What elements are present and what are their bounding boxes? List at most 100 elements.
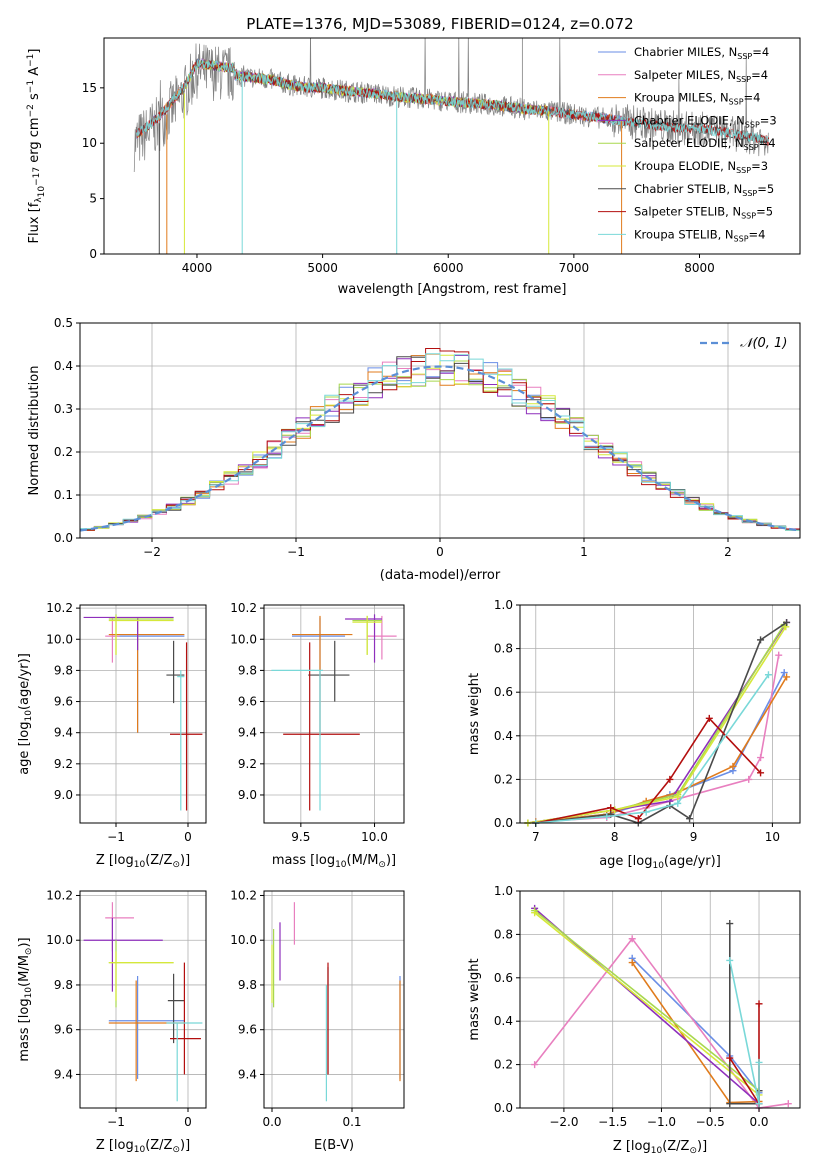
- spectrum-ytick-label: 10: [82, 136, 97, 150]
- mass_vs_ebv-ytick-label: 10.0: [230, 933, 257, 947]
- spectrum-legend-label: Chabrier ELODIE, NSSP=3: [634, 113, 777, 129]
- spectrum-legend-label: Kroupa STELIB, NSSP=4: [634, 227, 765, 243]
- massweight_vs_age-marker-salpeter_miles: [775, 651, 783, 659]
- massweight_vs_age-frame: [519, 604, 801, 824]
- age_vs_Z-ylabel-part: age [log: [17, 722, 32, 775]
- mass_vs_Z-ylabel-part: 10: [24, 987, 34, 999]
- massweight_vs_Z-series-chabrier_stelib: [729, 923, 760, 1105]
- spectrum-ylabel-part: Flux [f: [27, 202, 42, 243]
- age_vs_mass-xtick-label: 9.5: [291, 830, 310, 844]
- spectrum-ylabel-part: 10: [37, 186, 47, 198]
- massweight_vs_Z-frame: [519, 890, 801, 1109]
- legend-text-part: SSP: [741, 212, 756, 221]
- massweight_vs_Z-xlabel-part: Z [log: [613, 1139, 651, 1154]
- massweight_vs_age-series-kroupa_elodie: [527, 626, 787, 824]
- massweight_vs_Z-marker-salpeter_stelib: [755, 1000, 763, 1008]
- spectrum-legend-label: Kroupa MILES, NSSP=4: [634, 91, 760, 107]
- legend-text-part: Chabrier STELIB, N: [634, 182, 742, 196]
- massweight_vs_Z-ytick-label: 1.0: [494, 884, 513, 898]
- figure-title: PLATE=1376, MJD=53089, FIBERID=0124, z=0…: [246, 15, 633, 33]
- massweight_vs_Z-marker-salpeter_miles: [784, 1100, 792, 1108]
- age_vs_mass-ytick-label: 9.6: [238, 695, 257, 709]
- massweight_vs_Z-marker-kroupa_stelib: [755, 1058, 763, 1066]
- legend-text-part: Chabrier ELODIE, N: [634, 113, 745, 127]
- legend-text-part: =4: [744, 91, 761, 105]
- legend-text-part: Chabrier MILES, N: [634, 45, 737, 59]
- legend-text-part: =5: [756, 205, 773, 219]
- spectrum-ytick-label: 0: [89, 247, 97, 261]
- massweight_vs_Z-marker-chabrier_stelib: [726, 920, 734, 928]
- age_vs_Z-ylabel: age [log10(age/yr)]: [17, 653, 34, 775]
- massweight_vs_Z-marker-salpeter_stelib: [726, 1054, 734, 1062]
- massweight_vs_Z-xtick-label: 0.0: [749, 1115, 768, 1129]
- spectrum-frame: [103, 37, 801, 255]
- spectrum-ylabel-part: −17: [32, 167, 42, 186]
- massweight_vs_age-marker-chabrier_stelib: [783, 618, 791, 626]
- massweight_vs_Z-xlabel-part: ⊙: [689, 1146, 697, 1156]
- massweight_vs_age-marker-chabrier_miles: [780, 669, 788, 677]
- massweight_vs_age-xlabel-part: 10: [652, 861, 664, 871]
- mass_vs_Z-frame: [79, 890, 207, 1109]
- spectrum-xlabel: wavelength [Angstrom, rest frame]: [338, 282, 567, 297]
- massweight_vs_Z-xtick-label: −1.5: [598, 1115, 627, 1129]
- mass_vs_ebv-frame: [263, 890, 405, 1109]
- massweight_vs_age-ytick-label: 1.0: [494, 598, 513, 612]
- residual-histogram-chabrier_stelib: [80, 356, 800, 531]
- legend-text-part: =5: [757, 182, 774, 196]
- mass_vs_Z-xlabel-part: Z [log: [96, 1138, 134, 1153]
- massweight_vs_age-marker-salpeter_miles: [757, 754, 765, 762]
- mass_vs_Z-xtick-label: −1: [107, 1115, 125, 1129]
- spectrum-xtick-label: 7000: [559, 261, 590, 275]
- massweight_vs_Z-xtick-label: −0.5: [696, 1115, 725, 1129]
- massweight_vs_Z-ytick-label: 0.8: [494, 927, 513, 941]
- mass_vs_Z-ytick-label: 9.4: [54, 1067, 73, 1081]
- massweight_vs_age-ytick-label: 0.8: [494, 642, 513, 656]
- age_vs_mass-xlabel-part: 10: [335, 860, 347, 870]
- legend-text-part: SSP: [744, 143, 759, 152]
- mass_vs_Z-xlabel: Z [log10(Z/Z⊙)]: [96, 1138, 190, 1155]
- massweight_vs_Z-marker-kroupa_stelib: [726, 956, 734, 964]
- massweight_vs_age-series-salpeter_stelib: [535, 717, 762, 824]
- mass_vs_Z-ylabel-part: )]: [17, 937, 32, 947]
- spectrum-xtick-label: 4000: [182, 261, 213, 275]
- mass_vs_ebv-ytick-label: 9.4: [238, 1067, 257, 1081]
- spectrum-legend-label: Salpeter ELODIE, NSSP=4: [634, 136, 776, 152]
- mass_vs_Z-xlabel-part: (Z/Z: [145, 1138, 172, 1153]
- data-layer: [79, 38, 801, 1112]
- massweight_vs_age-ytick-label: 0.6: [494, 685, 513, 699]
- residuals-ylabel: Normed distribution: [27, 366, 42, 496]
- spectrum-lines: [133, 38, 770, 254]
- mass_vs_ebv-ytick-label: 9.8: [238, 978, 257, 992]
- age_vs_Z-frame: [79, 604, 207, 824]
- mass_vs_Z-ylabel-part: mass [log: [17, 998, 32, 1061]
- residuals-xtick-label: 1: [580, 545, 588, 559]
- mass_vs_Z-xlabel-part: 10: [134, 1145, 146, 1155]
- mass_vs_Z-ytick-label: 9.8: [54, 978, 73, 992]
- massweight_vs_age-series-chabrier_stelib: [535, 621, 788, 824]
- massweight_vs_age-xtick-label: 7: [532, 830, 540, 844]
- massweight_vs_Z-xlabel-part: 10: [651, 1146, 663, 1156]
- massweight_vs_Z-marker-salpeter_miles: [628, 935, 636, 943]
- massweight_vs_Z-marker-kroupa_stelib: [755, 1100, 763, 1108]
- spectrum-ylabel-part: −1: [26, 54, 36, 67]
- spectrum-ylabel-part: A: [27, 67, 42, 80]
- legend-text-part: =4: [759, 136, 776, 150]
- massweight_vs_age-marker-salpeter_stelib: [634, 815, 642, 823]
- mass_vs_Z-ylabel-part: (M/M: [17, 955, 32, 987]
- spectrum-ylabel-part: ]: [27, 49, 42, 54]
- spectrum-ytick-label: 15: [82, 81, 97, 95]
- massweight_vs_age-marker-kroupa_miles: [783, 673, 791, 681]
- age_vs_mass-xlabel: mass [log10(M/M⊙)]: [272, 853, 396, 870]
- age_vs_Z-xlabel-part: Z [log: [96, 853, 134, 868]
- age_vs_Z-xtick-label: −1: [107, 830, 125, 844]
- gaussian-curve: [79, 365, 801, 532]
- residuals-legend-label: 𝒩(0, 1): [740, 336, 787, 351]
- massweight_vs_age-marker-chabrier_stelib: [686, 815, 694, 823]
- legend-text-part: SSP: [736, 75, 751, 84]
- massweight_vs_Z-series-salpeter_miles: [533, 937, 789, 1109]
- legend-text-part: Kroupa MILES, N: [634, 91, 729, 105]
- massweight_vs_age-marker-salpeter_miles: [745, 775, 753, 783]
- massweight_vs_Z-series-kroupa_elodie: [534, 912, 760, 1096]
- spectrum-ylabel-part: −1: [26, 80, 36, 93]
